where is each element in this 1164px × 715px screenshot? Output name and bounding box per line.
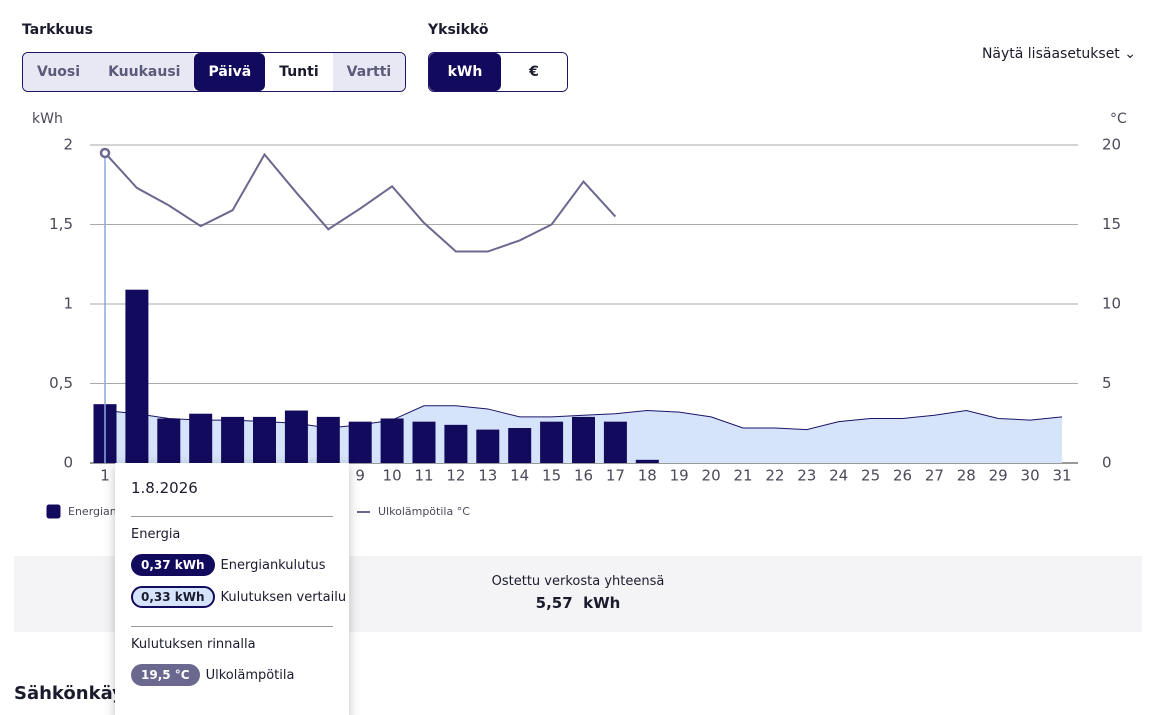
bar — [284, 410, 308, 463]
x-tick-label: 23 — [797, 467, 816, 485]
legend-swatch — [46, 504, 61, 519]
tooltip-row: 0,37 kWh Energiankulutus — [131, 554, 326, 576]
bar — [348, 421, 372, 463]
more-settings[interactable]: Näytä lisäasetukset ⌄ — [981, 46, 1136, 62]
y2-tick-label: 0 — [1102, 454, 1112, 472]
x-tick-label: 16 — [574, 467, 593, 485]
divider — [131, 626, 333, 627]
bar — [253, 416, 276, 463]
bar — [540, 421, 564, 463]
legend-label: Ulkolämpötila °C — [378, 505, 470, 518]
precision-toggle: Vuosi Kuukausi Päivä Tunti Vartti — [22, 52, 407, 92]
x-tick-label: 29 — [989, 467, 1008, 485]
bar — [508, 428, 532, 463]
y-axis-unit: kWh — [32, 111, 63, 127]
tooltip-date: 1.8.2026 — [131, 479, 198, 497]
tooltip: 1.8.2026 Energia 0,37 kWh Energiankulutus… — [115, 463, 349, 715]
x-tick-label: 14 — [510, 467, 529, 485]
summary-label: Ostettu verkosta yhteensä — [491, 574, 665, 589]
bar — [221, 416, 245, 463]
x-tick-label: 22 — [765, 467, 784, 485]
option[interactable]: Päivä — [194, 53, 266, 91]
hover-point — [99, 147, 111, 159]
option[interactable]: Vuosi — [23, 53, 95, 91]
y2-tick-label: 15 — [1102, 215, 1121, 233]
y-tick-label: 0,5 — [49, 374, 73, 392]
bar — [412, 421, 436, 463]
x-tick-label: 18 — [638, 467, 657, 485]
badge: 0,37 kWh — [131, 554, 215, 576]
divider — [131, 516, 333, 517]
x-tick-label: 11 — [414, 467, 433, 485]
x-tick-label: 25 — [861, 467, 880, 485]
bar — [603, 421, 627, 463]
x-tick-label: 19 — [670, 467, 689, 485]
tooltip-section: Energia — [131, 527, 181, 542]
y2-tick-label: 10 — [1102, 295, 1121, 313]
unit-label: Yksikkö — [428, 22, 489, 38]
bar — [157, 418, 181, 463]
option[interactable]: kWh — [429, 53, 501, 91]
summary-value: 5,57 kWh — [535, 594, 621, 612]
y-tick-label: 2 — [63, 136, 73, 154]
bar — [189, 413, 213, 463]
x-tick-label: 21 — [733, 467, 752, 485]
y-tick-label: 1,5 — [49, 215, 73, 233]
x-tick-label: 12 — [446, 467, 465, 485]
tooltip-row: 0,33 kWh Kulutuksen vertailu — [131, 586, 346, 608]
x-tick-label: 15 — [542, 467, 561, 485]
row-label: Energiankulutus — [220, 557, 326, 573]
bar — [380, 418, 404, 463]
x-tick-label: 31 — [1052, 467, 1071, 485]
more-settings-text[interactable]: Näytä lisäasetukset — [981, 46, 1120, 62]
bar — [444, 424, 468, 463]
x-tick-label: 13 — [478, 467, 497, 485]
x-tick-label: 9 — [355, 467, 365, 485]
temperature-line — [104, 152, 617, 253]
x-tick-label: 20 — [702, 467, 721, 485]
badge: 0,33 kWh — [131, 586, 215, 608]
bar — [572, 416, 595, 463]
y2-tick-label: 20 — [1102, 136, 1121, 154]
x-tick-label: 28 — [957, 467, 976, 485]
bar — [476, 429, 500, 463]
y-tick-label: 0 — [63, 454, 73, 472]
unit-toggle: kWh € — [428, 52, 568, 92]
x-tick-label: 27 — [925, 467, 944, 485]
bar — [635, 459, 659, 463]
option[interactable]: Kuukausi — [94, 53, 195, 91]
option[interactable]: Tunti — [265, 53, 333, 91]
option[interactable]: Vartti — [332, 53, 406, 91]
precision-label: Tarkkuus — [22, 22, 93, 38]
x-tick-label: 17 — [606, 467, 625, 485]
option[interactable]: € — [501, 53, 567, 91]
chart: kWh°C00,511,5205101520123456789101112131… — [32, 111, 1127, 519]
bar — [316, 416, 340, 463]
x-tick-label: 26 — [893, 467, 912, 485]
x-tick-label: 10 — [383, 467, 402, 485]
row-label: Kulutuksen vertailu — [220, 589, 347, 605]
bar — [125, 289, 149, 463]
y2-axis-unit: °C — [1110, 111, 1127, 127]
row-label: Ulkolämpötila — [205, 667, 295, 683]
x-tick-label: 1 — [100, 467, 110, 485]
tooltip-section: Kulutuksen rinnalla — [131, 637, 256, 652]
x-tick-label: 24 — [829, 467, 848, 485]
y2-tick-label: 5 — [1102, 374, 1112, 392]
tooltip-row: 19,5 °C Ulkolämpötila — [131, 664, 294, 686]
x-tick-label: 30 — [1021, 467, 1040, 485]
badge: 19,5 °C — [131, 664, 200, 686]
y-tick-label: 1 — [63, 295, 73, 313]
